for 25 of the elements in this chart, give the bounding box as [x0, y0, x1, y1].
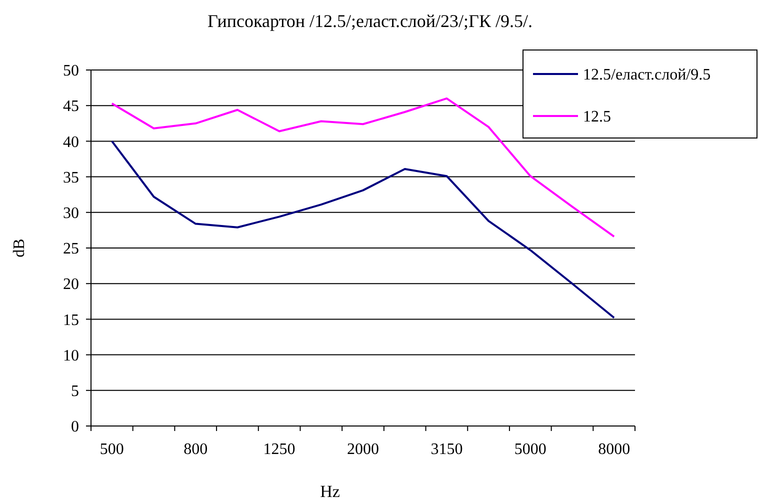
legend-label: 12.5 — [583, 108, 611, 126]
x-tick-label: 5000 — [514, 441, 546, 458]
chart-title: Гипсокартон /12.5/;еласт.слой/23/;ГК /9.5/. — [208, 11, 532, 31]
y-tick-label: 20 — [63, 276, 79, 294]
y-tick-label: 30 — [63, 205, 79, 222]
y-tick-label: 45 — [63, 98, 79, 116]
y-tick-label: 25 — [63, 240, 79, 258]
x-tick-label: 3150 — [430, 441, 463, 458]
x-tick-label: 500 — [100, 441, 124, 458]
x-tick-label: 800 — [184, 441, 208, 458]
x-axis-title: Hz — [320, 482, 340, 501]
x-tick-label: 8000 — [598, 441, 630, 458]
y-axis-title: dB — [11, 238, 28, 258]
y-tick-label: 35 — [63, 169, 79, 186]
x-tick-label: 2000 — [347, 441, 379, 458]
x-tick-label: 1250 — [263, 441, 296, 458]
y-tick-label: 15 — [63, 312, 79, 329]
y-tick-label: 10 — [63, 347, 79, 364]
y-tick-label: 40 — [63, 134, 79, 151]
y-tick-label: 5 — [71, 383, 79, 400]
legend-label: 12.5/еласт.слой/9.5 — [583, 66, 711, 84]
y-tick-label: 50 — [63, 62, 79, 80]
line-series — [110, 140, 616, 319]
y-tick-label: 0 — [71, 418, 79, 436]
line-series — [110, 97, 616, 238]
